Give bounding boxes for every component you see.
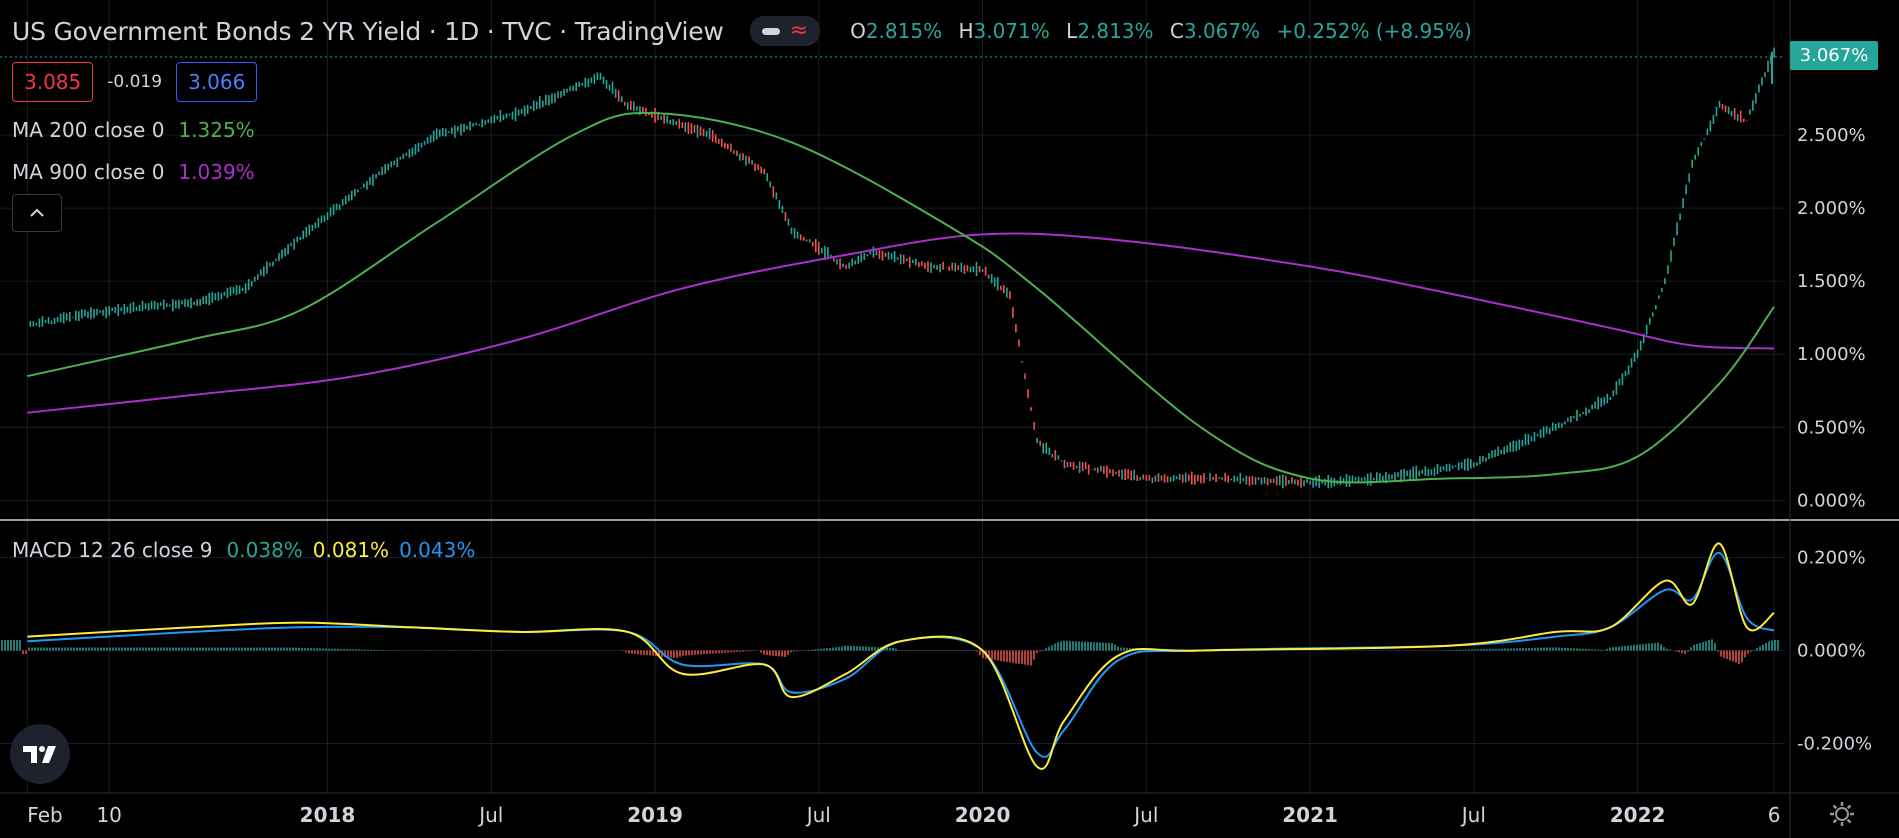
close-key: C — [1169, 19, 1184, 43]
price-series — [29, 47, 1775, 489]
time-tick-label: Feb — [27, 803, 62, 827]
low-value: 2.813% — [1077, 19, 1154, 43]
price-tick-label: 2.500% — [1797, 125, 1866, 146]
chevron-up-icon — [30, 208, 44, 217]
macd-signal-value: 0.043% — [399, 538, 476, 562]
time-tick-label: 2019 — [627, 803, 683, 827]
tradingview-logo-icon[interactable] — [10, 724, 70, 784]
ma900-value: 1.039% — [178, 160, 255, 184]
ohlc-values: O2.815% H3.071% L2.813% C3.067% +0.252% … — [850, 19, 1482, 43]
ma900-line — [27, 232, 1775, 414]
ma200-legend[interactable]: MA 200 close 0 1.325% — [12, 118, 255, 142]
grid-lines — [0, 0, 1785, 793]
time-tick-label: Jul — [1460, 803, 1486, 827]
time-tick-label: 2021 — [1282, 803, 1338, 827]
macd-tick-label: -0.200% — [1797, 734, 1872, 755]
time-tick-label: Jul — [477, 803, 503, 827]
last-price-label: 3.067% — [1790, 41, 1878, 70]
ma200-value: 1.325% — [178, 118, 255, 142]
macd-tick-label: 0.000% — [1797, 641, 1866, 662]
buy-button[interactable]: 3.066 — [176, 62, 258, 102]
time-tick-label: 2018 — [300, 803, 356, 827]
macd-histogram — [1, 639, 1779, 666]
macd-legend[interactable]: MACD 12 26 close 9 0.038% 0.081% 0.043% — [12, 538, 475, 562]
time-tick-label: 6 — [1768, 803, 1781, 827]
time-tick-label: 10 — [96, 803, 121, 827]
compare-icon: ≈ — [789, 18, 809, 43]
macd-value: 0.081% — [312, 538, 390, 562]
visibility-toggle[interactable]: ≈ — [749, 16, 821, 46]
time-tick-label: 2022 — [1610, 803, 1666, 827]
price-tick-label: 1.500% — [1797, 271, 1866, 292]
hide-icon — [761, 27, 780, 35]
macd-signal-line — [27, 551, 1775, 758]
chart-header: US Government Bonds 2 YR Yield · 1D · TV… — [12, 14, 1482, 48]
change-value: +0.252% (+8.95%) — [1276, 19, 1472, 43]
price-axis-labels: 0.000% 0.500% 1.000% 1.500% 2.000% 2.500% 0.20… — [1797, 125, 1872, 755]
gear-icon[interactable] — [1828, 800, 1856, 832]
spread-value: -0.019 — [107, 72, 163, 92]
price-tick-label: 2.000% — [1797, 198, 1866, 219]
macd-tick-label: 0.200% — [1797, 548, 1866, 569]
macd-line — [27, 542, 1775, 770]
symbol-title[interactable]: US Government Bonds 2 YR Yield · 1D · TV… — [12, 16, 724, 46]
price-tick-label: 0.500% — [1797, 417, 1866, 438]
high-key: H — [958, 19, 974, 43]
ma200-line — [27, 111, 1775, 484]
price-tick-label: 0.000% — [1797, 490, 1866, 511]
ma900-legend[interactable]: MA 900 close 0 1.039% — [12, 160, 255, 184]
close-value: 3.067% — [1183, 19, 1261, 43]
low-key: L — [1066, 19, 1078, 43]
high-value: 3.071% — [973, 19, 1050, 43]
macd-hist-value: 0.038% — [226, 538, 303, 562]
collapse-legend-button[interactable] — [12, 194, 62, 232]
macd-label: MACD 12 26 close 9 — [12, 538, 213, 562]
time-tick-label: Jul — [805, 803, 831, 827]
quote-bar: 3.085 -0.019 3.066 — [12, 62, 258, 102]
ma200-label: MA 200 close 0 — [12, 118, 165, 142]
ma900-label: MA 900 close 0 — [12, 160, 165, 184]
time-tick-label: 2020 — [955, 803, 1011, 827]
open-value: 2.815% — [865, 19, 943, 43]
time-axis-labels: Feb 10 2018 Jul 2019 Jul 2020 Jul 2021 Jul 2022 6 — [27, 803, 1780, 827]
open-key: O — [850, 19, 866, 43]
time-tick-label: Jul — [1132, 803, 1158, 827]
sell-button[interactable]: 3.085 — [12, 62, 94, 102]
price-tick-label: 1.000% — [1797, 344, 1866, 365]
